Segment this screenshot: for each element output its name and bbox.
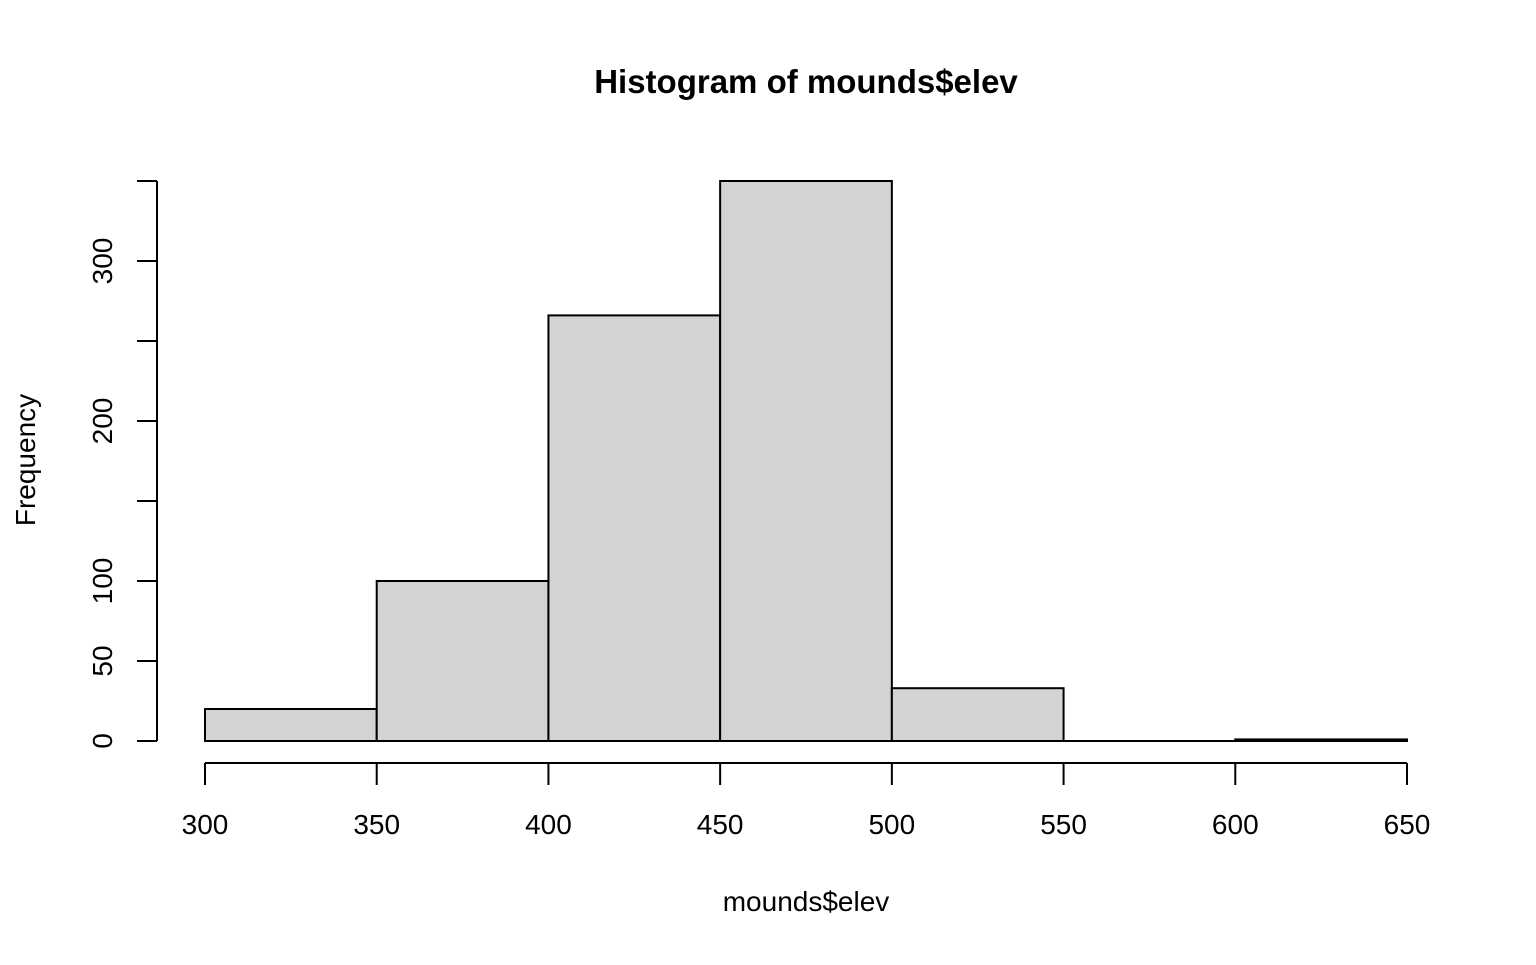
x-tick-label-2: 400 [525,809,572,840]
x-tick-label-0: 300 [182,809,229,840]
histogram-bar-0 [204,708,378,742]
histogram-bar-6 [1234,738,1409,743]
chart-title: Histogram of mounds$elev [594,63,1018,100]
y-tick-label-1: 50 [87,645,118,676]
y-axis: 0 50 100 200 300 [87,180,158,749]
y-tick-label-6: 300 [87,238,118,285]
histogram-bar-1 [375,580,550,742]
x-tick-label-1: 350 [353,809,400,840]
histogram-bar-2 [547,314,722,742]
x-axis: 300 350 400 450 500 550 600 650 [182,762,1431,840]
y-tick-label-0: 0 [87,733,118,749]
x-tick-label-5: 550 [1040,809,1087,840]
histogram-bar-3 [719,180,893,742]
x-tick-label-7: 650 [1384,809,1431,840]
x-tick-label-3: 450 [697,809,744,840]
bars-layer [204,180,1409,743]
y-tick-label-4: 200 [87,398,118,445]
y-tick-label-2: 100 [87,558,118,605]
x-tick-label-4: 500 [868,809,915,840]
histogram-bar-4 [890,687,1065,743]
x-tick-label-6: 600 [1212,809,1259,840]
y-axis-title: Frequency [10,394,41,526]
x-axis-title: mounds$elev [723,886,890,917]
